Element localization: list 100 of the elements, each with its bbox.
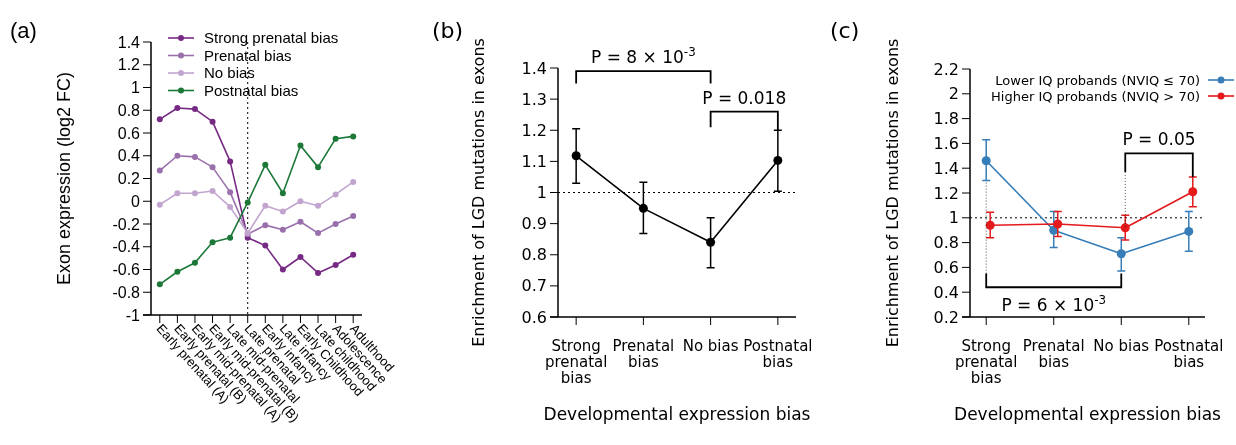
point	[279, 190, 286, 197]
y-tick-label: 0.8	[117, 101, 141, 119]
y-tick-label: 1.6	[933, 134, 959, 153]
point	[332, 221, 339, 227]
point	[209, 188, 216, 195]
legend-label: No bias	[204, 64, 255, 82]
legend-label: Postnatal bias	[204, 81, 299, 99]
point	[209, 118, 216, 125]
point	[209, 164, 216, 171]
point	[279, 266, 286, 273]
x-axis-title: Developmental expression bias	[543, 404, 811, 424]
point	[315, 202, 322, 209]
y-tick-label: 1.4	[933, 158, 959, 178]
point	[350, 251, 357, 258]
y-tick-label: 1.8	[933, 109, 959, 129]
y-tick-label: 1.4	[521, 58, 547, 78]
point	[350, 213, 357, 220]
chart-title: (a)	[10, 18, 37, 43]
y-tick-label: 1	[536, 183, 547, 203]
point	[315, 269, 322, 276]
x-tick-label: No bias	[682, 337, 739, 355]
x-tick-label: Prenatal bias	[1022, 337, 1085, 371]
point	[209, 239, 216, 246]
legend-label: Higher IQ probands (NVIQ > 70)	[991, 88, 1200, 104]
point	[244, 199, 251, 206]
annotation: P = 6 × 10$^{-3}$	[1001, 293, 1107, 316]
point	[174, 268, 181, 275]
x-tick-label: No bias	[1093, 337, 1150, 355]
y-axis-title: Exon expression (log2 FC)	[54, 71, 74, 286]
point	[227, 234, 234, 241]
x-tick-label: Postnatal bias	[1154, 337, 1224, 371]
legend-label: Prenatal bias	[204, 46, 292, 64]
y-tick-label: -0.8	[112, 283, 141, 301]
y-tick-label: 0.6	[933, 258, 959, 277]
point	[191, 153, 198, 160]
annotation: P = 0.018	[702, 87, 787, 108]
y-tick-label: 0.9	[521, 214, 547, 234]
y-tick-label: 0.8	[933, 233, 959, 253]
point	[191, 259, 198, 266]
point	[191, 106, 198, 113]
y-tick-label: 1.2	[117, 56, 141, 74]
y-tick-label: 0.6	[117, 124, 141, 142]
y-tick-label: 0.6	[521, 307, 547, 327]
point	[638, 203, 648, 213]
y-tick-label: 0	[131, 192, 141, 210]
y-tick-label: 0.8	[521, 245, 547, 265]
point	[174, 190, 181, 197]
point	[571, 151, 581, 161]
y-tick-label: 0.2	[933, 307, 959, 327]
y-tick-label: 2	[948, 84, 959, 104]
point	[227, 203, 234, 210]
y-tick-label: -0.2	[112, 215, 141, 233]
y-tick-label: 2.2	[933, 59, 959, 79]
point	[332, 191, 339, 198]
annotation: P = 0.05	[1122, 129, 1196, 150]
legend-label: Lower IQ probands (NVIQ ≤ 70)	[995, 72, 1200, 88]
legend-label: Strong prenatal bias	[204, 29, 339, 47]
y-tick-label: 1.2	[933, 183, 959, 203]
x-tick-label: Strong prenatal bias	[954, 337, 1018, 387]
y-tick-label: 1	[131, 79, 141, 97]
y-tick-label: 1.2	[521, 120, 547, 140]
y-tick-label: 1	[948, 208, 959, 228]
point	[156, 281, 163, 288]
point	[332, 261, 339, 268]
point	[156, 201, 163, 208]
x-tick-label: Postnatal bias	[743, 337, 813, 371]
y-tick-label: 0.2	[117, 170, 141, 188]
point	[156, 167, 163, 174]
point	[297, 253, 304, 260]
point	[156, 116, 163, 123]
y-tick-label: 1.3	[521, 89, 547, 109]
point	[279, 226, 286, 233]
point	[315, 230, 322, 237]
point	[262, 222, 269, 229]
point	[315, 164, 322, 171]
point	[279, 208, 286, 215]
point	[174, 104, 181, 111]
y-tick-label: 0.4	[933, 282, 959, 302]
point	[191, 190, 198, 197]
y-axis-title: Enrichment of LGD mutations in exons	[469, 38, 488, 347]
point	[297, 142, 304, 149]
text: P = 8 × 10$^{-3}$	[591, 45, 696, 68]
x-tick-label: Strong prenatal bias	[544, 337, 608, 387]
point	[332, 135, 339, 142]
point	[350, 178, 357, 185]
point	[297, 218, 304, 225]
y-tick-label: 0.7	[521, 276, 547, 296]
point	[262, 202, 269, 209]
y-tick-label: 1.4	[117, 33, 141, 51]
x-axis-title: Developmental expression bias	[954, 404, 1222, 424]
point	[262, 242, 269, 249]
x-tick-label: Prenatal bias	[612, 337, 675, 371]
chart-title: (b)	[432, 18, 464, 43]
y-tick-label: -1	[125, 306, 141, 324]
y-tick-label: 0.4	[117, 147, 141, 165]
chart-title: (c)	[830, 18, 860, 43]
point	[773, 155, 783, 165]
point	[174, 152, 181, 159]
point	[706, 237, 716, 247]
y-tick-label: -0.4	[112, 238, 141, 256]
